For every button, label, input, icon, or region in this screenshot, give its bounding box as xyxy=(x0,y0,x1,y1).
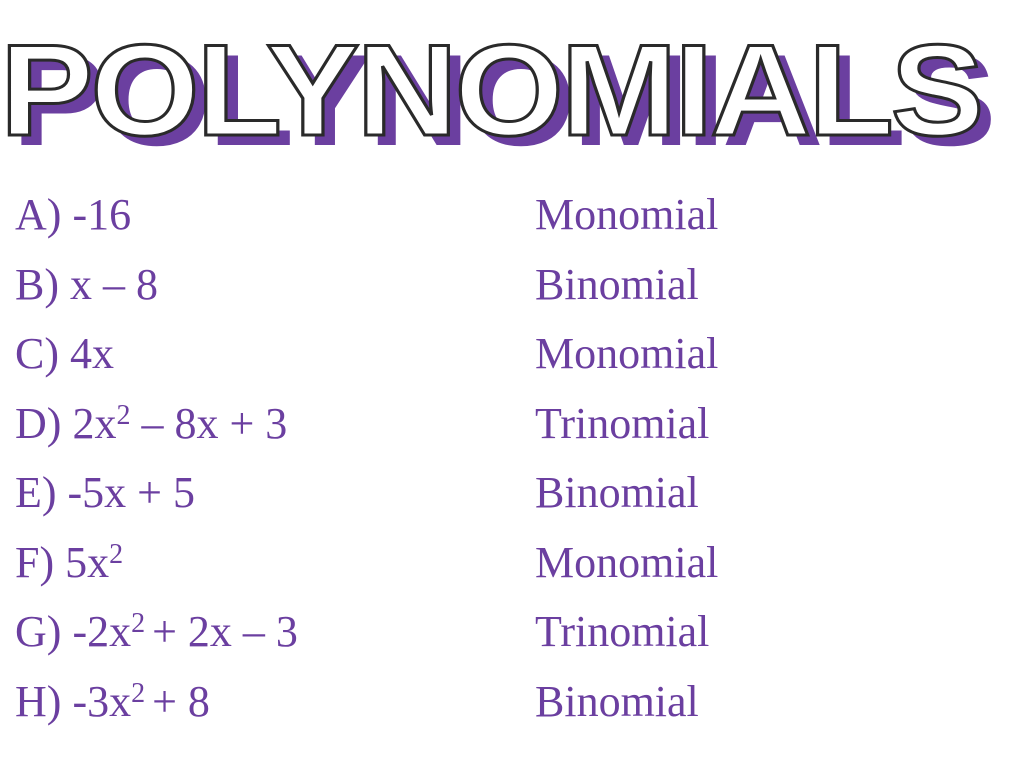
expression-text: + 2x – 3 xyxy=(152,607,298,656)
expression-text: -5x + 5 xyxy=(57,468,195,517)
expression-text: -2x xyxy=(61,607,131,656)
row-letter: H) xyxy=(15,677,61,726)
superscript: 2 xyxy=(131,608,152,639)
superscript: 2 xyxy=(109,539,123,570)
expression-text: x – 8 xyxy=(59,260,158,309)
expression-text: + 8 xyxy=(152,677,210,726)
expression-text: -3x xyxy=(61,677,131,726)
expression-row: B) x – 8 xyxy=(15,250,535,320)
title-container: POLYNOMIALS POLYNOMIALS xyxy=(0,0,1024,155)
content-area: A) -16B) x – 8C) 4xD) 2x2 – 8x + 3E) -5x… xyxy=(0,155,1024,736)
answer-row: Monomial xyxy=(535,180,1009,250)
row-letter: F) xyxy=(15,538,54,587)
answer-row: Binomial xyxy=(535,667,1009,737)
expression-text: 4x xyxy=(59,329,114,378)
expression-row: A) -16 xyxy=(15,180,535,250)
expression-row: F) 5x2 xyxy=(15,528,535,598)
expression-row: D) 2x2 – 8x + 3 xyxy=(15,389,535,459)
expression-row: G) -2x2 + 2x – 3 xyxy=(15,597,535,667)
answer-row: Monomial xyxy=(535,528,1009,598)
expression-text: – 8x + 3 xyxy=(130,399,287,448)
row-letter: A) xyxy=(15,190,61,239)
expressions-column: A) -16B) x – 8C) 4xD) 2x2 – 8x + 3E) -5x… xyxy=(15,180,535,736)
expression-text: 5x xyxy=(54,538,109,587)
row-letter: E) xyxy=(15,468,57,517)
answers-column: MonomialBinomialMonomialTrinomialBinomia… xyxy=(535,180,1009,736)
row-letter: G) xyxy=(15,607,61,656)
answer-row: Trinomial xyxy=(535,597,1009,667)
answer-row: Monomial xyxy=(535,319,1009,389)
answer-row: Binomial xyxy=(535,250,1009,320)
superscript: 2 xyxy=(116,400,130,431)
expression-text: -16 xyxy=(61,190,131,239)
expression-row: C) 4x xyxy=(15,319,535,389)
expression-row: E) -5x + 5 xyxy=(15,458,535,528)
superscript: 2 xyxy=(131,678,152,709)
expression-row: H) -3x2 + 8 xyxy=(15,667,535,737)
row-letter: B) xyxy=(15,260,59,309)
row-letter: C) xyxy=(15,329,59,378)
expression-text: 2x xyxy=(61,399,116,448)
answer-row: Trinomial xyxy=(535,389,1009,459)
answer-row: Binomial xyxy=(535,458,1009,528)
title-main: POLYNOMIALS xyxy=(0,15,981,165)
row-letter: D) xyxy=(15,399,61,448)
